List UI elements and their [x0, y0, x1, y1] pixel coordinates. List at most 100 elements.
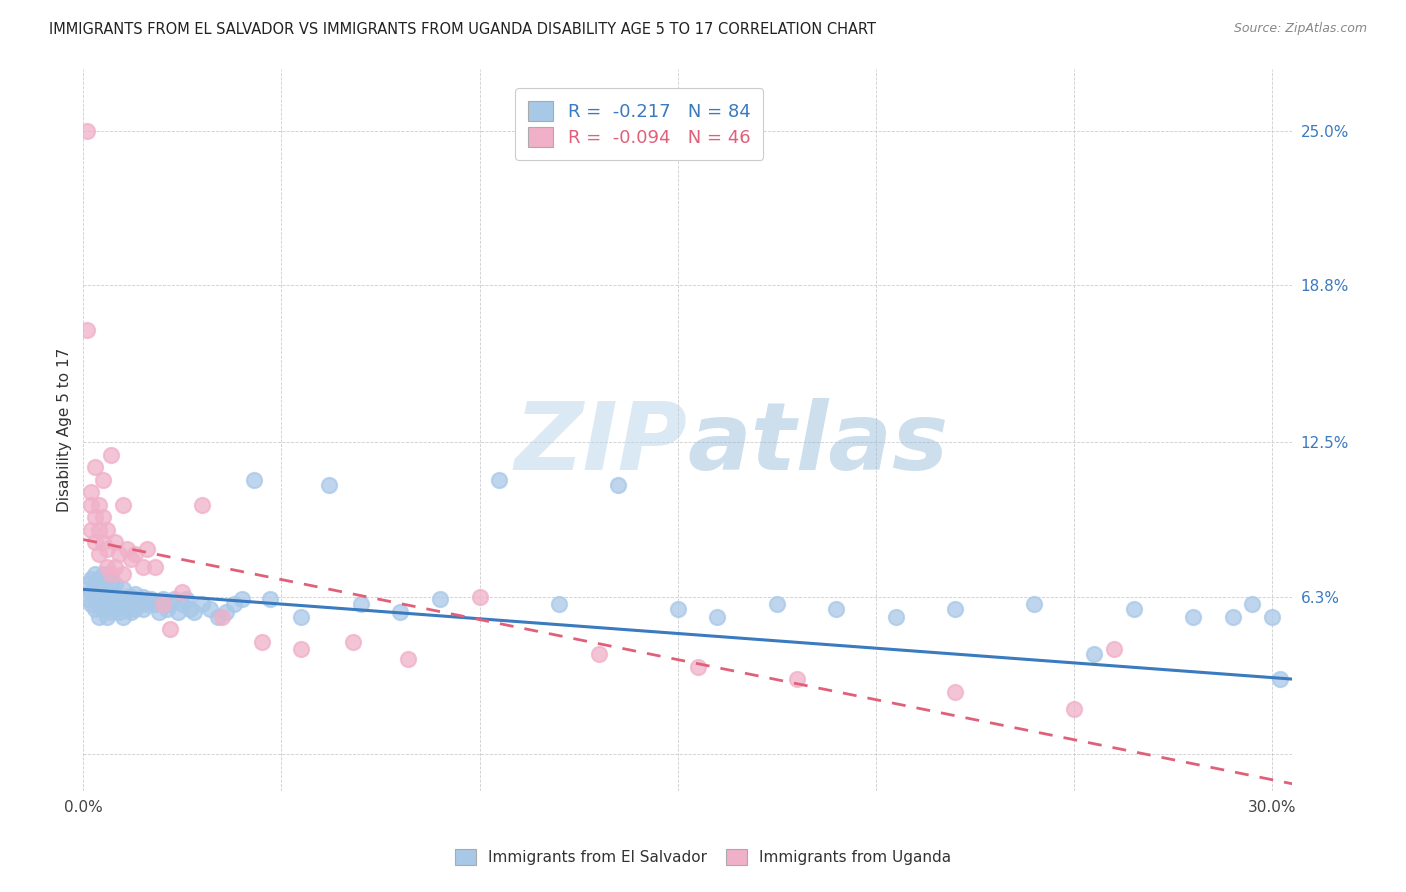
Point	[104, 590, 127, 604]
Point	[111, 582, 134, 597]
Point	[152, 597, 174, 611]
Point	[76, 124, 98, 138]
Point	[488, 473, 510, 487]
Point	[706, 609, 728, 624]
Point	[172, 585, 194, 599]
Point	[115, 602, 138, 616]
Point	[96, 523, 118, 537]
Point	[172, 597, 194, 611]
Point	[1024, 597, 1046, 611]
Point	[132, 602, 155, 616]
Point	[132, 590, 155, 604]
Point	[100, 448, 122, 462]
Point	[108, 592, 131, 607]
Point	[111, 609, 134, 624]
Point	[943, 684, 966, 698]
Point	[766, 597, 789, 611]
Point	[104, 560, 127, 574]
Point	[96, 597, 118, 611]
Point	[91, 592, 114, 607]
Point	[943, 602, 966, 616]
Point	[76, 577, 98, 591]
Point	[222, 597, 245, 611]
Point	[250, 634, 273, 648]
Point	[825, 602, 848, 616]
Point	[290, 642, 312, 657]
Point	[686, 659, 709, 673]
Point	[207, 609, 229, 624]
Point	[115, 542, 138, 557]
Point	[666, 602, 689, 616]
Point	[786, 672, 808, 686]
Point	[468, 590, 491, 604]
Point	[80, 573, 103, 587]
Point	[167, 605, 190, 619]
Point	[89, 585, 111, 599]
Point	[96, 573, 118, 587]
Point	[104, 577, 127, 591]
Text: Source: ZipAtlas.com: Source: ZipAtlas.com	[1233, 22, 1367, 36]
Point	[104, 535, 127, 549]
Point	[76, 323, 98, 337]
Point	[76, 592, 98, 607]
Point	[159, 622, 181, 636]
Point	[350, 597, 373, 611]
Point	[1270, 672, 1292, 686]
Point	[128, 597, 150, 611]
Point	[84, 577, 107, 591]
Point	[143, 560, 166, 574]
Point	[91, 510, 114, 524]
Legend: Immigrants from El Salvador, Immigrants from Uganda: Immigrants from El Salvador, Immigrants …	[449, 843, 957, 871]
Point	[96, 585, 118, 599]
Point	[163, 592, 186, 607]
Point	[548, 597, 571, 611]
Point	[1241, 597, 1264, 611]
Point	[124, 548, 146, 562]
Point	[429, 592, 451, 607]
Point	[111, 597, 134, 611]
Point	[84, 567, 107, 582]
Point	[1063, 702, 1085, 716]
Point	[108, 605, 131, 619]
Point	[215, 605, 238, 619]
Y-axis label: Disability Age 5 to 17: Disability Age 5 to 17	[58, 348, 72, 512]
Point	[211, 609, 233, 624]
Point	[191, 597, 214, 611]
Point	[111, 498, 134, 512]
Point	[104, 602, 127, 616]
Point	[89, 548, 111, 562]
Point	[139, 592, 162, 607]
Point	[108, 548, 131, 562]
Point	[89, 609, 111, 624]
Point	[100, 592, 122, 607]
Point	[183, 605, 205, 619]
Point	[588, 647, 610, 661]
Point	[91, 567, 114, 582]
Point	[84, 460, 107, 475]
Point	[91, 580, 114, 594]
Point	[191, 498, 214, 512]
Point	[176, 592, 198, 607]
Point	[100, 605, 122, 619]
Point	[342, 634, 364, 648]
Point	[80, 485, 103, 500]
Point	[80, 585, 103, 599]
Point	[84, 535, 107, 549]
Point	[111, 567, 134, 582]
Point	[84, 510, 107, 524]
Point	[96, 609, 118, 624]
Point	[607, 477, 630, 491]
Point	[135, 542, 157, 557]
Point	[84, 602, 107, 616]
Point	[120, 605, 142, 619]
Point	[89, 498, 111, 512]
Legend: R =  -0.217   N = 84, R =  -0.094   N = 46: R = -0.217 N = 84, R = -0.094 N = 46	[516, 88, 763, 160]
Point	[396, 652, 419, 666]
Point	[1222, 609, 1244, 624]
Point	[143, 597, 166, 611]
Point	[132, 560, 155, 574]
Point	[100, 567, 122, 582]
Point	[1182, 609, 1205, 624]
Point	[124, 587, 146, 601]
Point	[1261, 609, 1284, 624]
